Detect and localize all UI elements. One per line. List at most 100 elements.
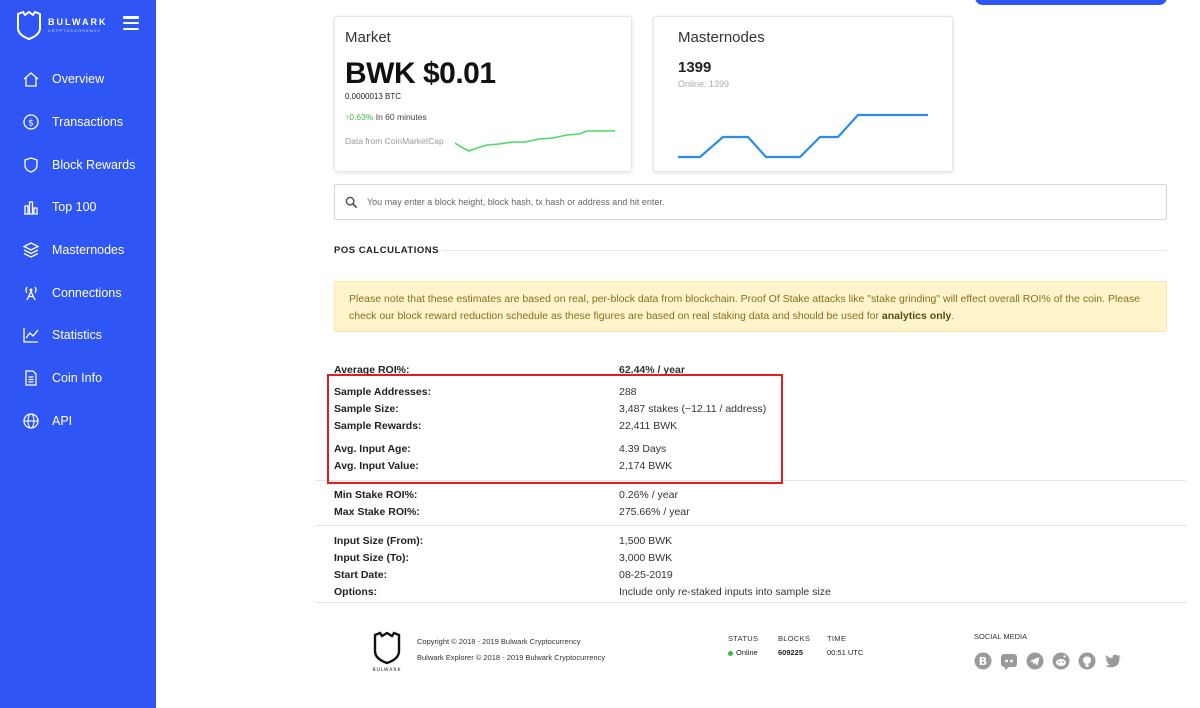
table-divider xyxy=(316,525,1186,526)
row-label: Options: xyxy=(334,586,378,598)
sidebar-item-block-rewards[interactable]: Block Rewards xyxy=(0,143,156,186)
social-media-title: SOCIAL MEDIA xyxy=(974,632,1028,641)
sidebar-item-coin-info[interactable]: Coin Info xyxy=(0,357,156,400)
row-avg-input-age: Avg. Input Age: 4.39 Days xyxy=(334,443,1164,460)
sidebar-item-label: Overview xyxy=(52,72,105,87)
sidebar-item-label: Block Rewards xyxy=(52,157,136,172)
copyright-line: Bulwark Explorer © 2018 - 2019 Bulwark C… xyxy=(417,653,606,662)
notice-end: . xyxy=(951,310,955,322)
footer-time: TIME 00:51 UTC xyxy=(827,632,863,660)
menu-toggle-button[interactable] xyxy=(123,16,139,30)
status-heading: STATUS xyxy=(728,634,759,643)
masternodes-online: Online: 1399 xyxy=(678,79,730,89)
section-divider xyxy=(442,250,1167,251)
table-divider xyxy=(316,602,1186,603)
row-value: 288 xyxy=(619,386,637,398)
search-bar[interactable] xyxy=(334,184,1167,220)
row-value: 22,411 BWK xyxy=(619,420,678,432)
shield-icon xyxy=(24,157,38,173)
sidebar-nav: Overview $ Transactions Block Rewards To… xyxy=(0,58,156,442)
sidebar-item-connections[interactable]: Connections xyxy=(0,271,156,314)
line-chart-icon xyxy=(23,328,39,344)
github-icon[interactable] xyxy=(1078,652,1096,670)
pos-section-title: POS CALCULATIONS xyxy=(334,245,439,256)
masternodes-count: 1399 xyxy=(678,59,712,76)
dollar-circle-icon: $ xyxy=(23,114,39,130)
sidebar-item-label: Statistics xyxy=(52,328,103,343)
status-dot-icon xyxy=(728,650,733,656)
home-icon xyxy=(23,72,39,87)
notice-bold: analytics only xyxy=(881,310,952,322)
row-label: Input Size (To): xyxy=(334,552,410,564)
row-value: 2,174 BWK xyxy=(619,460,673,472)
footer-copyright: Copyright © 2018 - 2019 Bulwark Cryptocu… xyxy=(417,634,605,666)
twitter-icon[interactable] xyxy=(1104,652,1122,670)
row-label: Avg. Input Value: xyxy=(334,460,419,472)
telegram-icon[interactable] xyxy=(1026,652,1044,670)
antenna-icon xyxy=(25,286,37,301)
market-title: Market xyxy=(345,29,391,46)
market-source: Data from CoinMarketCap xyxy=(345,136,444,146)
globe-icon xyxy=(23,413,39,429)
sidebar-item-overview[interactable]: Overview xyxy=(0,58,156,101)
bitcoin-icon[interactable]: B xyxy=(974,652,992,670)
discord-icon[interactable] xyxy=(1000,652,1018,670)
row-label: Average ROI%: xyxy=(334,364,410,376)
row-sample-size: Sample Size: 3,487 stakes (~12.11 / addr… xyxy=(334,403,1164,420)
market-card: Market BWK $0.01 0.0000013 BTC ↑0.63% In… xyxy=(334,16,632,172)
row-value: 3,000 BWK xyxy=(619,552,673,564)
row-average-roi: Average ROI%: 62.44% / year xyxy=(334,364,1164,381)
row-value: 3,487 stakes (~12.11 / address) xyxy=(619,403,767,415)
row-max-stake-roi: Max Stake ROI%: 275.66% / year xyxy=(334,506,1164,523)
sidebar-item-top-100[interactable]: Top 100 xyxy=(0,186,156,229)
market-btc-price: 0.0000013 BTC xyxy=(345,92,402,101)
row-value: 275.66% / year xyxy=(619,506,690,518)
masternodes-sparkline xyxy=(678,113,928,159)
sidebar-item-masternodes[interactable]: Masternodes xyxy=(0,229,156,272)
arrow-up-icon: ↑ xyxy=(345,112,350,122)
copyright-line: Copyright © 2018 - 2019 Bulwark Cryptocu… xyxy=(417,637,581,646)
svg-text:$: $ xyxy=(28,119,34,129)
bar-chart-icon xyxy=(24,201,38,216)
row-sample-addresses: Sample Addresses: 288 xyxy=(334,386,1164,403)
row-value: 1,500 BWK xyxy=(619,535,673,547)
search-input[interactable] xyxy=(367,197,1157,207)
row-value: Include only re-staked inputs into sampl… xyxy=(619,586,831,598)
row-label: Min Stake ROI%: xyxy=(334,489,418,501)
row-label: Sample Rewards: xyxy=(334,420,422,432)
footer-logo[interactable]: BULWARK xyxy=(372,630,402,679)
row-value: 4.39 Days xyxy=(619,443,667,455)
masternodes-card: Masternodes 1399 Online: 1399 xyxy=(653,16,953,172)
market-change: ↑0.63% In 60 minutes xyxy=(345,111,440,123)
market-change-period: In 60 minutes xyxy=(375,112,427,122)
blocks-value: 609225 xyxy=(778,648,804,657)
social-links: B xyxy=(974,652,1122,670)
row-start-date: Start Date: 08-25-2019 xyxy=(334,569,1164,586)
status-value: Online xyxy=(736,648,758,657)
sidebar-item-api[interactable]: API xyxy=(0,400,156,443)
blocks-heading: BLOCKS xyxy=(778,634,811,643)
market-change-pct: 0.63% xyxy=(349,112,374,122)
top-action-button[interactable] xyxy=(975,0,1167,5)
row-label: Sample Addresses: xyxy=(334,386,432,398)
layers-icon xyxy=(22,242,40,258)
brand-sub: CRYPTOCURRENCY xyxy=(48,27,102,33)
market-sparkline xyxy=(455,130,615,152)
brand-logo[interactable]: BULWARK CRYPTOCURRENCY xyxy=(16,10,108,40)
footer-blocks: BLOCKS 609225 xyxy=(778,632,810,660)
row-label: Sample Size: xyxy=(334,403,399,415)
row-min-stake-roi: Min Stake ROI%: 0.26% / year xyxy=(334,489,1164,506)
row-value: 08-25-2019 xyxy=(619,569,673,581)
sidebar-item-transactions[interactable]: $ Transactions xyxy=(0,101,156,144)
row-value: 0.26% / year xyxy=(619,489,678,501)
svg-text:B: B xyxy=(979,655,987,668)
footer-logo-text: BULWARK xyxy=(373,667,402,673)
sidebar-item-statistics[interactable]: Statistics xyxy=(0,314,156,357)
row-label: Start Date: xyxy=(334,569,388,581)
row-label: Avg. Input Age: xyxy=(334,443,411,455)
main-content: Market BWK $0.01 0.0000013 BTC ↑0.63% In… xyxy=(156,0,1200,708)
reddit-icon[interactable] xyxy=(1052,652,1070,670)
sidebar-item-label: Top 100 xyxy=(52,200,97,215)
sidebar-item-label: Transactions xyxy=(52,115,124,130)
shield-logo-icon xyxy=(17,10,41,40)
